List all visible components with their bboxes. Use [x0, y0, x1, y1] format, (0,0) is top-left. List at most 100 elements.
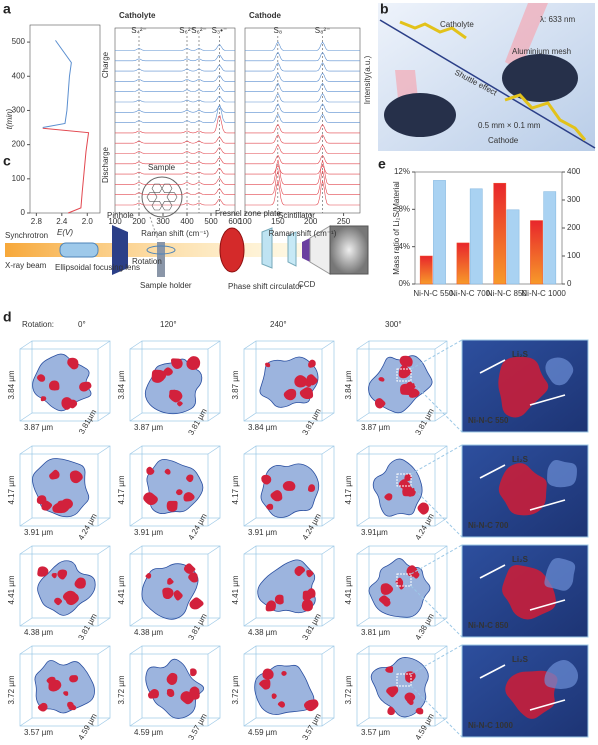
dimension-label: 3.84 µm [7, 370, 16, 399]
peak-label: S₈²⁻ [315, 26, 331, 35]
li2s-deposit [301, 599, 314, 612]
inset-label: Li₂S [512, 455, 529, 464]
bounding-box [368, 645, 448, 719]
dimension-label: 4.38 µm [248, 628, 277, 637]
bounding-box [243, 453, 323, 527]
bounding-box [243, 545, 257, 555]
voltage-curve [42, 127, 90, 214]
peak-label: S₆²⁻ [191, 26, 206, 35]
li2s-deposit [259, 679, 271, 690]
li2s-deposit [188, 572, 198, 583]
dimension-label: 3.84 µm [248, 423, 277, 432]
dimension-label: 3.87 µm [361, 423, 390, 432]
annotation: Charge [101, 51, 110, 78]
li2s-deposit [271, 693, 277, 700]
setup-label: Synchrotron [5, 231, 48, 240]
bounding-box [243, 348, 323, 422]
y-axis-label: Intensity(a.u.) [363, 55, 372, 104]
dimension-label: 3.72 µm [117, 675, 126, 704]
spectrum-trace [245, 41, 360, 51]
bounding-box [129, 348, 209, 422]
dimension-label: 4.38 µm [24, 628, 53, 637]
inset-label: Li₂S [512, 655, 529, 664]
spectrum-trace [115, 54, 235, 62]
bounding-box [356, 645, 370, 655]
dimension-label: 4.24 µm [186, 512, 208, 542]
hexagon [166, 192, 178, 202]
particle [372, 458, 423, 517]
li2s-deposit [283, 388, 297, 401]
dimension-label: 3.81 µm [186, 612, 208, 642]
li2s-deposit [164, 468, 171, 475]
rotation-angle: 300° [385, 320, 402, 329]
li2s-deposit [265, 600, 276, 612]
li2s-deposit [407, 698, 414, 706]
axes-frame [29, 24, 101, 214]
dimension-label: 3.72 µm [231, 675, 240, 704]
sample-holder [157, 242, 165, 277]
panel-label: e [378, 156, 386, 172]
li2s-deposit [385, 666, 394, 673]
bounding-box [243, 645, 257, 655]
li2s-deposit [163, 367, 173, 376]
y-tick-label: 0 [21, 208, 26, 217]
bounding-box [243, 617, 257, 627]
li2s-deposit [166, 500, 178, 512]
bounding-box [356, 517, 370, 527]
y-tick-label: 12% [394, 167, 410, 176]
bounding-box [356, 453, 436, 527]
li2s-deposit [282, 481, 296, 491]
bounding-box [321, 445, 335, 455]
li2s-deposit [383, 599, 391, 607]
y-tick-label: 4% [398, 242, 410, 251]
y-axis-label: t(min) [5, 108, 14, 129]
polysulfide-chain [504, 93, 587, 141]
bounding-box [243, 653, 323, 727]
dimension-label: 4.59 µm [413, 712, 435, 742]
bounding-box [19, 717, 33, 727]
li2s-deposit [384, 493, 393, 501]
li2s-deposit [306, 570, 314, 578]
bounding-box [243, 340, 257, 350]
arrow [529, 499, 566, 511]
spectrum-trace [115, 85, 235, 93]
li2s-deposit [168, 390, 183, 403]
bounding-box [243, 445, 257, 455]
spectrum-trace [245, 103, 360, 113]
dimension-label: 3.87 µm [134, 423, 163, 432]
ccd-screen [329, 225, 369, 275]
li2s-deposit [167, 577, 174, 585]
spectrum-trace [115, 147, 235, 154]
bounding-box [207, 717, 221, 727]
li2s-deposit [186, 356, 201, 371]
dimension-label: 3.57 µm [186, 712, 208, 742]
bounding-box [31, 545, 111, 619]
arrow [479, 359, 506, 374]
dimension-label: 3.57 µm [361, 728, 390, 737]
bounding-box [356, 553, 436, 627]
inset-li2s [498, 356, 549, 418]
focusing-lens [59, 242, 99, 258]
spectra-title: Cathode [249, 11, 282, 20]
y-tick-label: 200 [12, 140, 26, 149]
bounding-box [19, 617, 33, 627]
li2s-deposit [176, 489, 183, 496]
setup-label: Ellipsoidal focusing lens [55, 263, 140, 272]
zoom-line [410, 685, 463, 738]
panel-label: d [3, 309, 12, 325]
spectrum-trace [245, 113, 360, 123]
bounding-box [97, 717, 111, 727]
spectrum-trace [115, 104, 235, 123]
setup-label: Scintillator [278, 211, 315, 220]
dimension-label: 4.41 µm [344, 575, 353, 604]
bounding-box [356, 445, 370, 455]
spectrum-trace [115, 137, 235, 144]
hexagon [151, 201, 163, 211]
li2s-deposit [183, 492, 195, 502]
dimension-label: 4.24 µm [300, 512, 322, 542]
spectrum-trace [245, 165, 360, 175]
peak-label: S₃•⁻ [212, 26, 228, 35]
li2s-deposit [67, 701, 74, 709]
bar [433, 180, 446, 285]
bar [493, 182, 507, 285]
